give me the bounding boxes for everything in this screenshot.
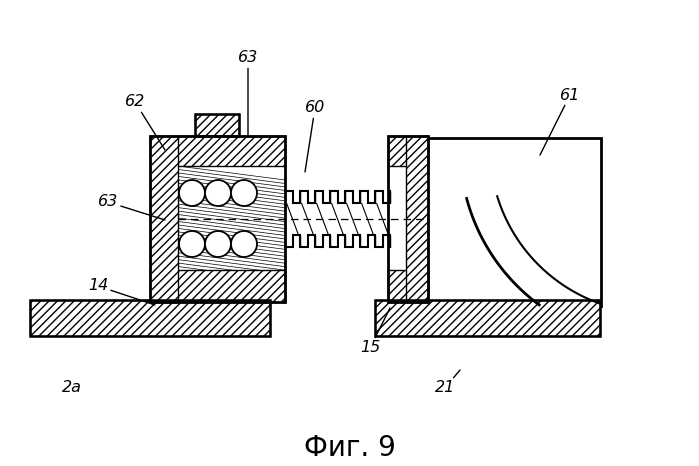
Bar [150, 270, 285, 302]
Bar [195, 114, 239, 136]
Bar [178, 166, 285, 270]
Circle shape [205, 180, 231, 206]
Text: 60: 60 [305, 101, 325, 172]
Bar [30, 300, 270, 336]
Bar [375, 300, 600, 336]
Circle shape [205, 231, 231, 257]
Circle shape [179, 180, 205, 206]
Text: 63: 63 [238, 50, 258, 136]
Bar [388, 136, 428, 166]
Bar [388, 136, 428, 302]
Bar [426, 138, 601, 306]
Circle shape [231, 180, 257, 206]
Text: 61: 61 [540, 88, 580, 155]
Bar [406, 136, 428, 302]
Text: 2a: 2a [62, 381, 82, 396]
Text: 15: 15 [360, 308, 390, 356]
Bar [150, 136, 285, 166]
Text: 62: 62 [125, 95, 165, 150]
Text: 14: 14 [88, 279, 155, 305]
Text: Фиг. 9: Фиг. 9 [304, 434, 396, 462]
Text: 21: 21 [435, 370, 460, 396]
Bar [30, 300, 270, 336]
Bar [150, 136, 285, 302]
Text: 63: 63 [98, 194, 165, 220]
Circle shape [179, 231, 205, 257]
Bar [150, 136, 178, 302]
Circle shape [231, 231, 257, 257]
Bar [388, 166, 406, 270]
Bar [195, 114, 239, 136]
Bar [375, 300, 600, 336]
Bar [388, 270, 428, 302]
